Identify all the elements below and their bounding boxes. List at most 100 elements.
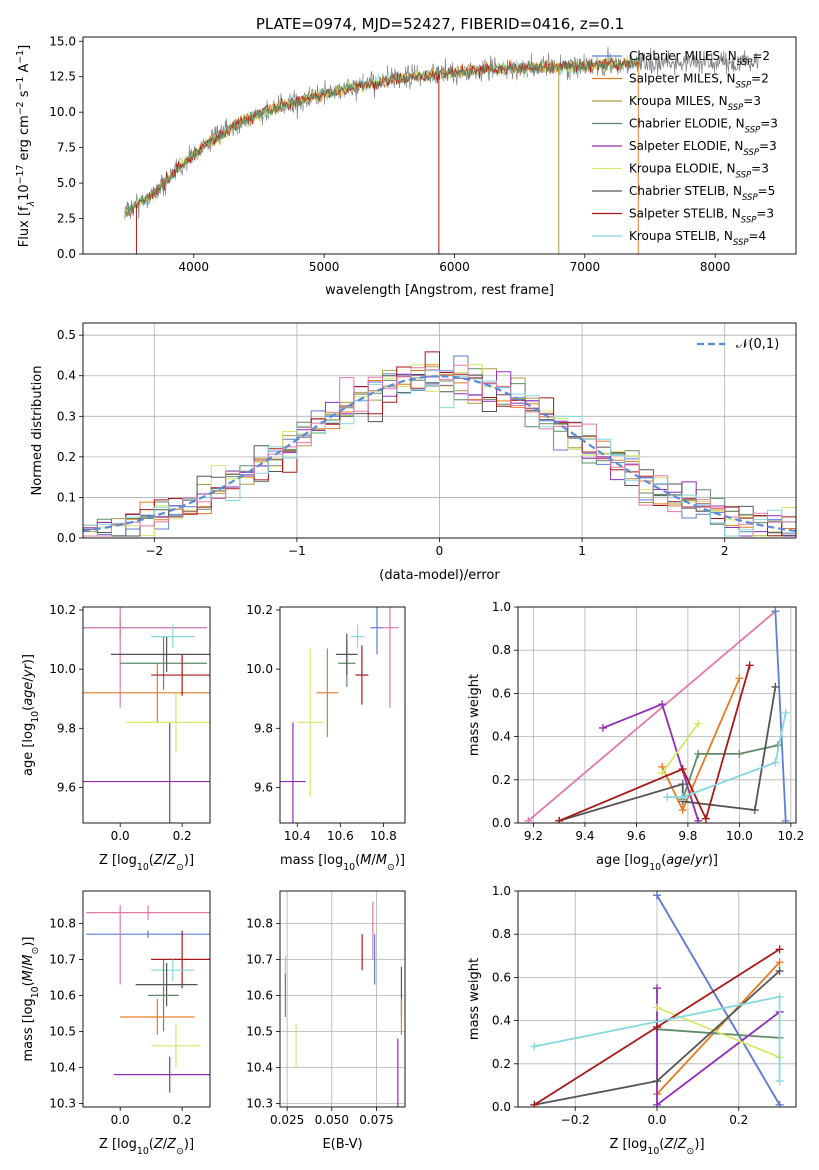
weight-marker	[745, 661, 754, 670]
legend-label: Chabrier MILES, NSSP=2	[629, 49, 770, 68]
weight-series	[663, 708, 790, 802]
weight-marker	[781, 708, 790, 717]
weight-series	[653, 891, 784, 1107]
y-tick-label: 0.0	[57, 247, 76, 261]
y-tick-label: 10.8	[246, 916, 273, 930]
y-tick-label: 10.7	[49, 952, 76, 966]
y-tick-label: 0.0	[492, 816, 511, 830]
errorbar-point	[151, 624, 195, 649]
weight-series	[555, 661, 754, 823]
y-tick-label: 1.0	[492, 884, 511, 898]
x-tick-label: 9.8	[678, 829, 697, 843]
y-tick-label: 10.3	[49, 1096, 76, 1110]
y-axis-label: age [log10(age/yr)]	[21, 654, 41, 776]
errorbar-point	[83, 722, 210, 823]
y-tick-label: 10.5	[49, 1024, 76, 1038]
weight-lines	[524, 607, 790, 823]
y-tick-label: 9.6	[254, 780, 273, 794]
x-tick-label: 0.0	[111, 829, 130, 843]
x-tick-label: 9.4	[575, 829, 594, 843]
y-tick-label: 7.5	[57, 141, 76, 155]
weight-marker	[771, 607, 780, 616]
panel-spectrum: 4000 5000 6000 7000 8000 0.0 2.5 5.0 7.5 10.0 12.5…	[15, 34, 797, 298]
errorbar-point	[151, 930, 210, 989]
x-tick-label: −2	[145, 544, 163, 558]
y-tick-label: 15.0	[49, 34, 76, 48]
errorbar-point	[316, 648, 339, 738]
x-tick-label: 4000	[179, 260, 210, 274]
x-axis-label: age [log10(age/yr)]	[596, 853, 718, 873]
y-tick-label: 0.0	[57, 531, 76, 545]
axes-frame	[279, 606, 406, 824]
errorbar-point	[151, 1024, 201, 1068]
y-tick-label: 0.4	[492, 730, 511, 744]
weight-marker	[775, 1077, 784, 1086]
x-tick-label: 0.050	[315, 1113, 349, 1127]
x-tick-label: 0.0	[647, 1113, 666, 1127]
weight-line	[656, 1028, 780, 1039]
y-tick-label: 10.0	[49, 662, 76, 676]
weight-marker	[653, 1023, 661, 1032]
weight-marker	[678, 780, 687, 789]
legend-label: Kroupa ELODIE, NSSP=3	[629, 162, 769, 181]
y-tick-label: 10.6	[246, 988, 273, 1002]
panel-residuals: −2 −1 0 1 2 0.0 0.1 0.2 0.3 0.4 0.5 𝒩(0,1) (data-mod…	[30, 322, 797, 583]
axes-frame	[517, 606, 797, 824]
y-tick-label: 10.4	[246, 1060, 273, 1074]
x-tick-label: 5000	[309, 260, 340, 274]
y-tick-label: 0.2	[492, 1057, 511, 1071]
errorbars	[86, 905, 210, 1093]
legend-label: Salpeter MILES, NSSP=2	[629, 72, 769, 91]
y-tick-label: 10.5	[246, 1024, 273, 1038]
errorbar-point	[126, 692, 210, 752]
x-tick-label: 9.6	[627, 829, 646, 843]
errorbar-point	[113, 1056, 210, 1093]
weight-series	[658, 674, 744, 815]
grid-lines	[280, 891, 405, 1107]
weight-marker	[694, 749, 703, 758]
errorbar-point	[110, 636, 210, 673]
errorbar-point	[135, 963, 198, 1007]
errorbar-point	[351, 624, 365, 649]
weight-line	[656, 961, 781, 1095]
weight-series	[555, 682, 780, 823]
weight-marker	[775, 945, 784, 954]
weight-marker	[771, 758, 780, 767]
weight-marker	[598, 723, 607, 732]
spectrum-legend: Chabrier MILES, NSSP=2 Salpeter MILES, NS…	[592, 49, 778, 248]
y-tick-label: 12.5	[49, 70, 76, 84]
weight-series	[653, 984, 784, 1107]
y-tick-label: 0.1	[57, 490, 76, 504]
weight-marker	[775, 992, 784, 1001]
weight-marker	[653, 1100, 661, 1107]
grid-lines	[518, 606, 796, 824]
axes-frame	[82, 890, 211, 1108]
weight-marker	[775, 966, 784, 975]
y-tick-label: 0.8	[492, 927, 511, 941]
weight-marker	[781, 816, 790, 823]
axes-frame	[82, 606, 211, 824]
legend-label: Kroupa STELIB, NSSP=4	[629, 229, 766, 248]
weight-series	[524, 607, 780, 823]
y-tick-label: 0.8	[492, 643, 511, 657]
weight-line	[661, 723, 699, 774]
axes-frame	[82, 322, 797, 539]
y-tick-label: 10.6	[49, 988, 76, 1002]
x-tick-label: 1	[578, 544, 586, 558]
weight-marker	[771, 682, 780, 691]
normal-curve	[83, 375, 796, 532]
weight-marker	[658, 700, 667, 709]
x-tick-label: −0.2	[561, 1113, 590, 1127]
weight-marker	[775, 958, 784, 967]
y-tick-label: 9.8	[57, 721, 76, 735]
errorbars	[83, 607, 210, 823]
weight-marker	[678, 806, 687, 815]
weight-marker	[653, 1003, 661, 1012]
x-axis-label: Z [log10(Z/Z⊙)]	[99, 1137, 194, 1157]
legend-label: Kroupa MILES, NSSP=3	[629, 94, 761, 113]
x-tick-label: 6000	[439, 260, 470, 274]
panel-mass_vs_ebv: 0.025 0.050 0.075 10.3 10.4 10.5 10.6 10.7 10.8 E…	[246, 890, 406, 1152]
weight-marker	[701, 814, 710, 823]
x-tick-label: 10.0	[726, 829, 753, 843]
y-tick-label: 10.2	[246, 603, 273, 617]
